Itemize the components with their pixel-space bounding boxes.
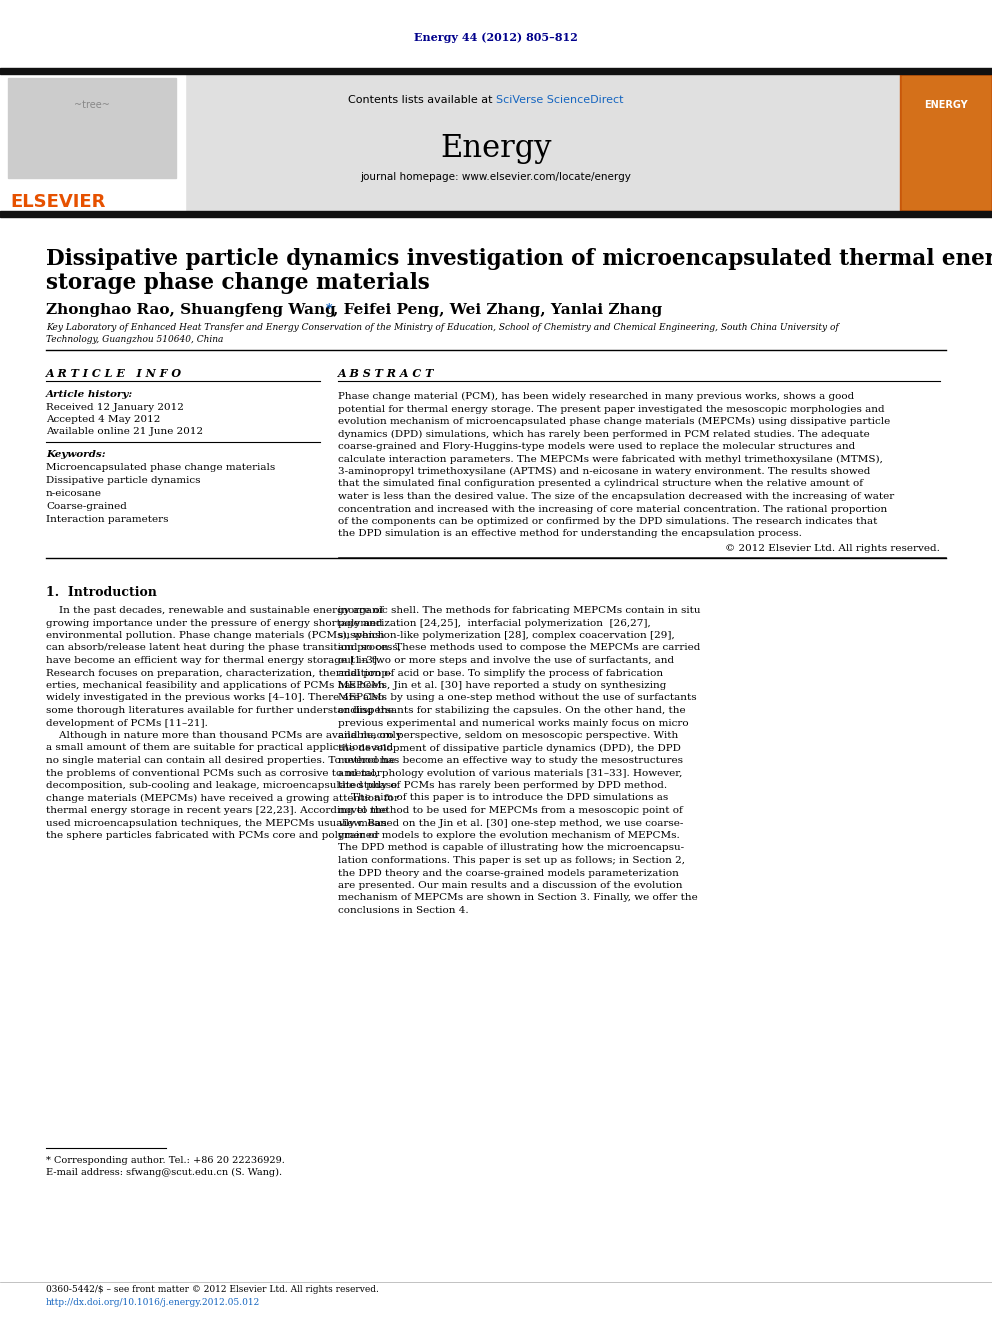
Text: evolution mechanism of microencapsulated phase change materials (MEPCMs) using d: evolution mechanism of microencapsulated… — [338, 417, 890, 426]
Text: change materials (MEPCMs) have received a growing attention for: change materials (MEPCMs) have received … — [46, 794, 399, 803]
Text: , Feifei Peng, Wei Zhang, Yanlai Zhang: , Feifei Peng, Wei Zhang, Yanlai Zhang — [333, 303, 663, 318]
Text: E-mail address: sfwang@scut.edu.cn (S. Wang).: E-mail address: sfwang@scut.edu.cn (S. W… — [46, 1168, 282, 1177]
Text: or dispersants for stabilizing the capsules. On the other hand, the: or dispersants for stabilizing the capsu… — [338, 706, 685, 714]
Text: the study of PCMs has rarely been performed by DPD method.: the study of PCMs has rarely been perfor… — [338, 781, 668, 790]
Text: out in two or more steps and involve the use of surfactants, and: out in two or more steps and involve the… — [338, 656, 675, 665]
Text: © 2012 Elsevier Ltd. All rights reserved.: © 2012 Elsevier Ltd. All rights reserved… — [725, 544, 940, 553]
Bar — [8, 78, 176, 179]
Text: Received 12 January 2012: Received 12 January 2012 — [46, 404, 184, 411]
Text: addition of acid or base. To simplify the process of fabrication: addition of acid or base. To simplify th… — [338, 668, 663, 677]
Text: coarse-grained and Flory-Huggins-type models were used to replace the molecular : coarse-grained and Flory-Huggins-type mo… — [338, 442, 855, 451]
Bar — [902, 75, 990, 209]
Text: 3-aminopropyl trimethoxysilane (APTMS) and n-eicosane in watery environment. The: 3-aminopropyl trimethoxysilane (APTMS) a… — [338, 467, 870, 476]
Text: Energy 44 (2012) 805–812: Energy 44 (2012) 805–812 — [414, 32, 578, 44]
Text: no single material can contain all desired properties. To overcome: no single material can contain all desir… — [46, 755, 395, 765]
Text: Zhonghao Rao, Shuangfeng Wang: Zhonghao Rao, Shuangfeng Wang — [46, 303, 335, 318]
Text: The aim of this paper is to introduce the DPD simulations as: The aim of this paper is to introduce th… — [338, 794, 669, 803]
Text: the DPD theory and the coarse-grained models parameterization: the DPD theory and the coarse-grained mo… — [338, 868, 679, 877]
Text: potential for thermal energy storage. The present paper investigated the mesosco: potential for thermal energy storage. Th… — [338, 405, 885, 414]
Text: inorganic shell. The methods for fabricating MEPCMs contain in situ: inorganic shell. The methods for fabrica… — [338, 606, 700, 615]
Text: * Corresponding author. Tel.: +86 20 22236929.: * Corresponding author. Tel.: +86 20 222… — [46, 1156, 285, 1166]
Text: Energy: Energy — [440, 134, 552, 164]
Text: The DPD method is capable of illustrating how the microencapsu-: The DPD method is capable of illustratin… — [338, 844, 684, 852]
Text: of the components can be optimized or confirmed by the DPD simulations. The rese: of the components can be optimized or co… — [338, 517, 877, 527]
Text: Article history:: Article history: — [46, 390, 133, 400]
Text: are presented. Our main results and a discussion of the evolution: are presented. Our main results and a di… — [338, 881, 682, 890]
Text: growing importance under the pressure of energy shortage and: growing importance under the pressure of… — [46, 618, 383, 627]
Text: dynamics (DPD) simulations, which has rarely been performed in PCM related studi: dynamics (DPD) simulations, which has ra… — [338, 430, 870, 439]
Text: lation conformations. This paper is set up as follows; in Section 2,: lation conformations. This paper is set … — [338, 856, 685, 865]
Text: a small amount of them are suitable for practical applications and: a small amount of them are suitable for … — [46, 744, 393, 753]
Text: the sphere particles fabricated with PCMs core and polymer or: the sphere particles fabricated with PCM… — [46, 831, 379, 840]
Text: concentration and increased with the increasing of core material concentration. : concentration and increased with the inc… — [338, 504, 887, 513]
Text: journal homepage: www.elsevier.com/locate/energy: journal homepage: www.elsevier.com/locat… — [360, 172, 632, 183]
Text: grained models to explore the evolution mechanism of MEPCMs.: grained models to explore the evolution … — [338, 831, 680, 840]
Text: conclusions in Section 4.: conclusions in Section 4. — [338, 906, 468, 916]
Text: Available online 21 June 2012: Available online 21 June 2012 — [46, 427, 203, 437]
Text: ~tree~: ~tree~ — [74, 101, 110, 110]
Text: widely investigated in the previous works [4–10]. There are also: widely investigated in the previous work… — [46, 693, 384, 703]
Text: 1.  Introduction: 1. Introduction — [46, 586, 157, 599]
Text: Accepted 4 May 2012: Accepted 4 May 2012 — [46, 415, 161, 423]
Bar — [900, 74, 992, 210]
Text: Coarse-grained: Coarse-grained — [46, 501, 127, 511]
Text: calculate interaction parameters. The MEPCMs were fabricated with methyl trimeth: calculate interaction parameters. The ME… — [338, 455, 883, 463]
Text: 0360-5442/$ – see front matter © 2012 Elsevier Ltd. All rights reserved.: 0360-5442/$ – see front matter © 2012 El… — [46, 1285, 379, 1294]
Text: can absorb/release latent heat during the phase transition process,: can absorb/release latent heat during th… — [46, 643, 401, 652]
Text: Contents lists available at: Contents lists available at — [348, 95, 496, 105]
Text: thermal energy storage in recent years [22,23]. According to the: thermal energy storage in recent years [… — [46, 806, 388, 815]
Text: used microencapsulation techniques, the MEPCMs usually mean: used microencapsulation techniques, the … — [46, 819, 387, 827]
Text: In the past decades, renewable and sustainable energy are of: In the past decades, renewable and susta… — [46, 606, 383, 615]
Text: the DPD simulation is an effective method for understanding the encapsulation pr: the DPD simulation is an effective metho… — [338, 529, 802, 538]
Text: Research focuses on preparation, characterization, thermal prop-: Research focuses on preparation, charact… — [46, 668, 392, 677]
Text: MEPCMs by using a one-step method without the use of surfactants: MEPCMs by using a one-step method withou… — [338, 693, 696, 703]
Text: previous experimental and numerical works mainly focus on micro: previous experimental and numerical work… — [338, 718, 688, 728]
Text: Key Laboratory of Enhanced Heat Transfer and Energy Conservation of the Ministry: Key Laboratory of Enhanced Heat Transfer… — [46, 323, 839, 332]
Bar — [0, 210, 992, 217]
Bar — [0, 74, 992, 210]
Text: SciVerse ScienceDirect: SciVerse ScienceDirect — [496, 95, 624, 105]
Text: view. Based on the Jin et al. [30] one-step method, we use coarse-: view. Based on the Jin et al. [30] one-s… — [338, 819, 683, 827]
Text: Keywords:: Keywords: — [46, 450, 105, 459]
Text: Microencapsulated phase change materials: Microencapsulated phase change materials — [46, 463, 275, 472]
Text: novel method to be used for MEPCMs from a mesoscopic point of: novel method to be used for MEPCMs from … — [338, 806, 682, 815]
Text: Technology, Guangzhou 510640, China: Technology, Guangzhou 510640, China — [46, 335, 223, 344]
Text: http://dx.doi.org/10.1016/j.energy.2012.05.012: http://dx.doi.org/10.1016/j.energy.2012.… — [46, 1298, 260, 1307]
Text: that the simulated final configuration presented a cylindrical structure when th: that the simulated final configuration p… — [338, 479, 863, 488]
Text: water is less than the desired value. The size of the encapsulation decreased wi: water is less than the desired value. Th… — [338, 492, 894, 501]
Text: some thorough literatures available for further understanding the: some thorough literatures available for … — [46, 706, 394, 714]
Text: development of PCMs [11–21].: development of PCMs [11–21]. — [46, 718, 208, 728]
Text: ELSEVIER: ELSEVIER — [10, 193, 105, 210]
Text: erties, mechanical feasibility and applications of PCMs has been: erties, mechanical feasibility and appli… — [46, 681, 385, 691]
Text: Dissipative particle dynamics investigation of microencapsulated thermal energy: Dissipative particle dynamics investigat… — [46, 247, 992, 270]
Text: the development of dissipative particle dynamics (DPD), the DPD: the development of dissipative particle … — [338, 744, 681, 753]
Text: Dissipative particle dynamics: Dissipative particle dynamics — [46, 476, 200, 486]
Text: Phase change material (PCM), has been widely researched in many previous works, : Phase change material (PCM), has been wi… — [338, 392, 854, 401]
Text: storage phase change materials: storage phase change materials — [46, 273, 430, 294]
Text: ENERGY: ENERGY — [925, 101, 968, 110]
Text: decomposition, sub-cooling and leakage, microencapsulated phase: decomposition, sub-cooling and leakage, … — [46, 781, 397, 790]
Text: n-eicosane: n-eicosane — [46, 490, 102, 497]
Text: have become an efficient way for thermal energy storage [1–3].: have become an efficient way for thermal… — [46, 656, 380, 665]
Text: A R T I C L E   I N F O: A R T I C L E I N F O — [46, 368, 183, 378]
Text: polymerization [24,25],  interfacial polymerization  [26,27],: polymerization [24,25], interfacial poly… — [338, 618, 651, 627]
Text: the problems of conventional PCMs such as corrosive to metal,: the problems of conventional PCMs such a… — [46, 769, 378, 778]
Text: Although in nature more than thousand PCMs are available, only: Although in nature more than thousand PC… — [46, 732, 402, 740]
Text: mechanism of MEPCMs are shown in Section 3. Finally, we offer the: mechanism of MEPCMs are shown in Section… — [338, 893, 697, 902]
Text: *: * — [326, 303, 332, 316]
Text: method has become an effective way to study the mesostructures: method has become an effective way to st… — [338, 755, 683, 765]
Text: and macro perspective, seldom on mesoscopic perspective. With: and macro perspective, seldom on mesosco… — [338, 732, 679, 740]
Text: MEPCMs, Jin et al. [30] have reported a study on synthesizing: MEPCMs, Jin et al. [30] have reported a … — [338, 681, 667, 691]
Text: A B S T R A C T: A B S T R A C T — [338, 368, 434, 378]
Bar — [0, 0, 992, 67]
Text: and so on. These methods used to compose the MEPCMs are carried: and so on. These methods used to compose… — [338, 643, 700, 652]
Text: environmental pollution. Phase change materials (PCMs), which: environmental pollution. Phase change ma… — [46, 631, 385, 640]
Text: Interaction parameters: Interaction parameters — [46, 515, 169, 524]
Bar — [0, 74, 185, 210]
Text: suspension-like polymerization [28], complex coacervation [29],: suspension-like polymerization [28], com… — [338, 631, 675, 640]
Text: and morphology evolution of various materials [31–33]. However,: and morphology evolution of various mate… — [338, 769, 682, 778]
Bar — [0, 67, 992, 74]
